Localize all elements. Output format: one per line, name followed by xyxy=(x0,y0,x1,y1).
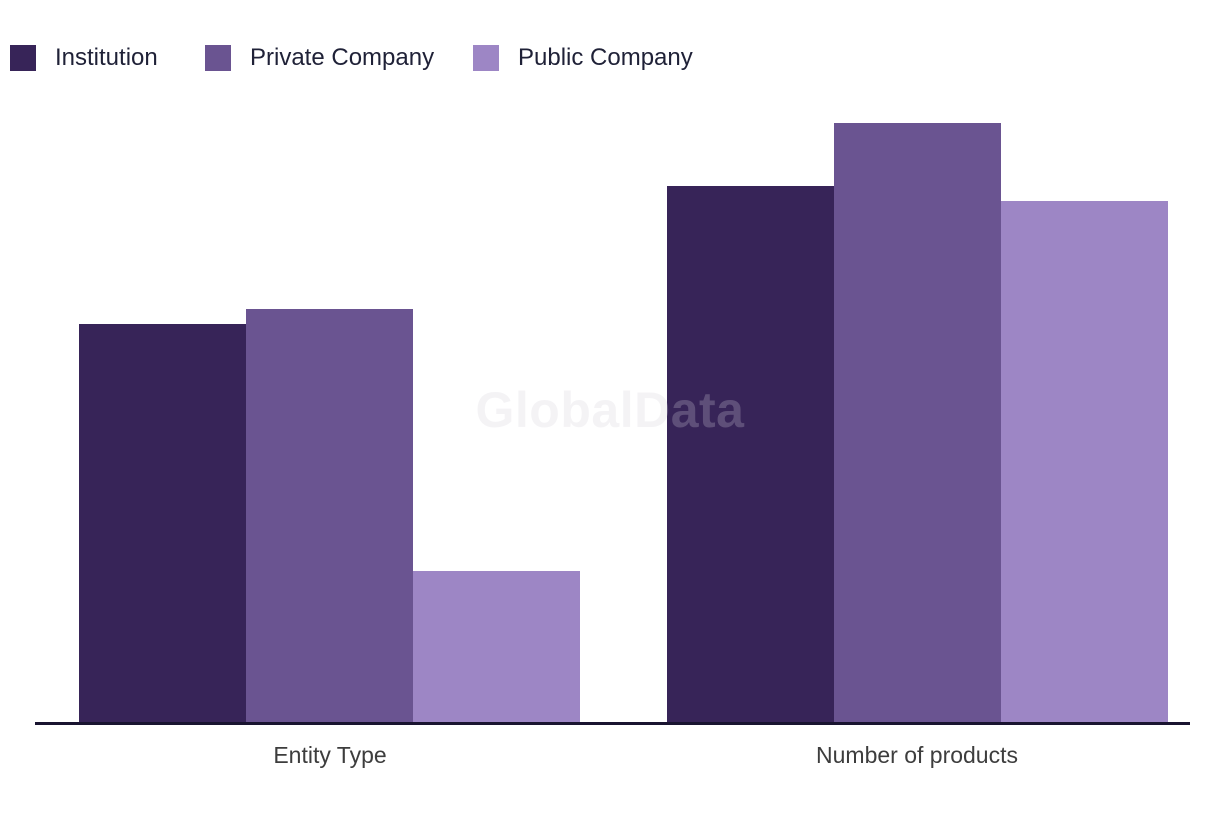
legend-item-institution[interactable]: Institution xyxy=(10,44,158,71)
legend-swatch-private-company xyxy=(205,44,231,71)
legend-label: Private Company xyxy=(250,43,435,71)
bar-public-company-number-of-products[interactable] xyxy=(1001,201,1168,722)
legend-item-public-company[interactable]: Public Company xyxy=(473,44,693,71)
x-axis-label-number-of-products: Number of products xyxy=(816,742,1018,768)
x-axis-label-entity-type: Entity Type xyxy=(273,742,387,768)
legend-swatch-institution xyxy=(10,44,36,71)
bar-public-company-entity-type[interactable] xyxy=(413,571,580,722)
x-axis-line xyxy=(35,722,1190,725)
legend-swatch-public-company xyxy=(473,44,499,71)
legend-item-private-company[interactable]: Private Company xyxy=(205,44,434,71)
legend-label: Public Company xyxy=(518,43,693,71)
bar-institution-number-of-products[interactable] xyxy=(667,186,834,722)
bar-private-company-entity-type[interactable] xyxy=(246,309,413,722)
bar-institution-entity-type[interactable] xyxy=(79,324,246,722)
legend-label: Institution xyxy=(55,43,158,71)
bar-private-company-number-of-products[interactable] xyxy=(834,123,1001,722)
